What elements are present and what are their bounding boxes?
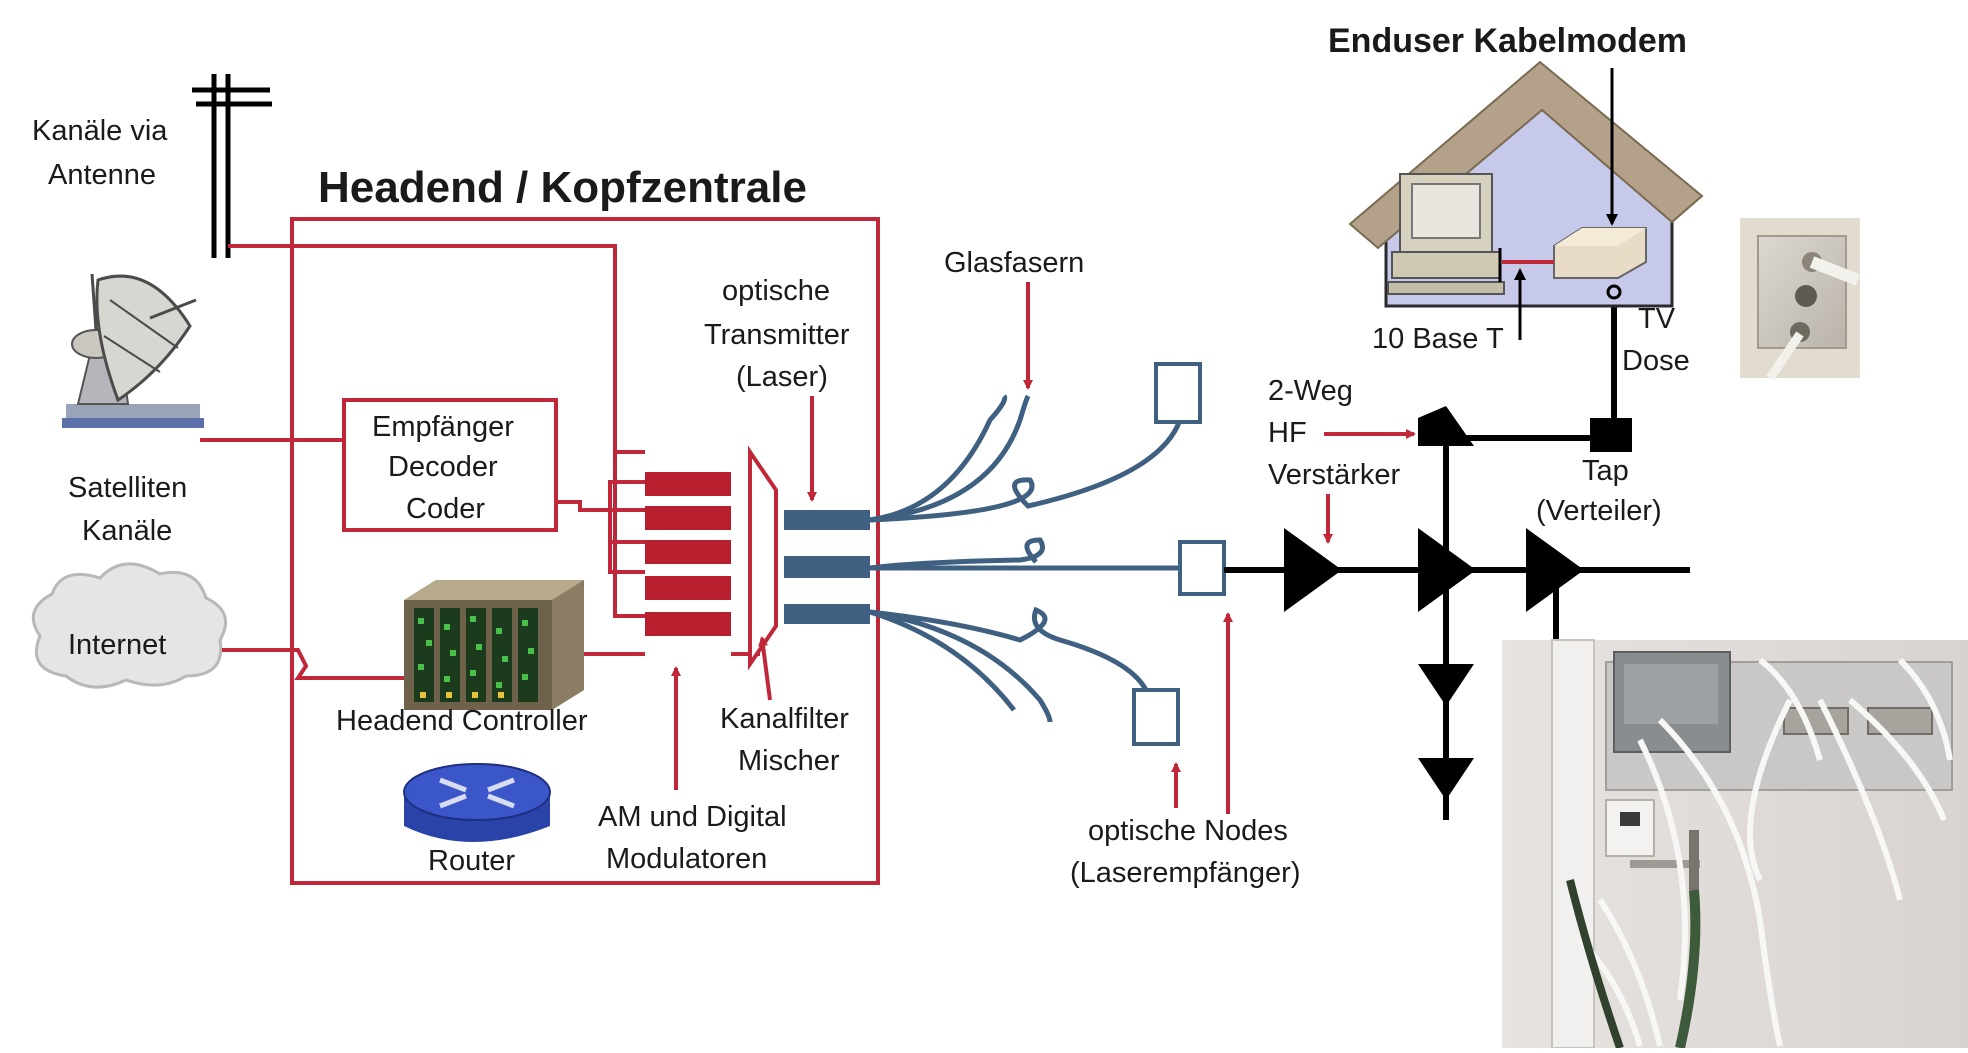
headend-title: Headend / Kopfzentrale [318,163,807,212]
headend-frame [290,217,880,885]
tv-socket-label-line2: Dose [1622,345,1690,377]
channel-filter-mixer [748,445,778,671]
tv-socket-label-line1: TV [1638,303,1676,335]
server-rack-icon [404,580,584,710]
antenna-label-line2: Antenne [48,159,156,191]
satellite-label-line1: Satelliten [68,472,187,504]
nodes-label-line1: optische Nodes [1088,815,1288,847]
modulators-stack [645,472,731,636]
amplifier-label-line3: Verstärker [1268,459,1400,491]
base-t-label: 10 Base T [1372,323,1504,355]
amplifier-label-line2: HF [1268,417,1307,449]
amplifier-label-line1: 2-Weg [1268,375,1353,407]
modulators-label-line1: AM und Digital [598,801,787,833]
tv-socket-photo [1740,218,1861,381]
transmitter-label-line3: (Laser) [736,361,828,393]
distribution-box-photo [1502,639,1968,1050]
satellite-dish-icon [62,273,204,428]
kanalfilter-label-line1: Kanalfilter [720,703,849,735]
headend-signal-lines [200,244,760,680]
optical-transmitters [784,510,870,624]
tap-label-line1: Tap [1582,455,1629,487]
antenna-icon [192,74,272,258]
receiver-label-line1: Empfänger [372,411,514,443]
router-label: Router [428,845,515,877]
optical-nodes [1132,362,1226,746]
tap-splitter [1590,418,1632,452]
headend-controller-label: Headend Controller [336,705,588,737]
modulators-label-line2: Modulatoren [606,843,767,875]
satellite-label-line2: Kanäle [82,515,172,547]
internet-label: Internet [68,629,166,661]
transmitter-label-line2: Transmitter [704,319,850,351]
enduser-title: Enduser Kabelmodem [1328,22,1687,60]
hf-amplifiers [1284,406,1584,800]
tap-label-line2: (Verteiler) [1536,495,1662,527]
kanalfilter-label-line2: Mischer [738,745,840,777]
antenna-label-line1: Kanäle via [32,115,168,147]
transmitter-label-line1: optische [722,275,830,307]
cable-modem-icon [1553,227,1647,279]
fiber-cables [869,394,1183,723]
cloud-icon [31,562,228,689]
glasfasern-label: Glasfasern [944,247,1084,279]
router-icon [403,763,551,842]
receiver-decoder-box [342,398,558,532]
receiver-label-line3: Coder [406,493,485,525]
nodes-label-line2: (Laserempfänger) [1070,857,1301,889]
computer-icon [1387,173,1505,295]
house-icon [1348,60,1704,308]
receiver-label-line2: Decoder [388,451,498,483]
kanalfilter-arrow [758,636,772,701]
